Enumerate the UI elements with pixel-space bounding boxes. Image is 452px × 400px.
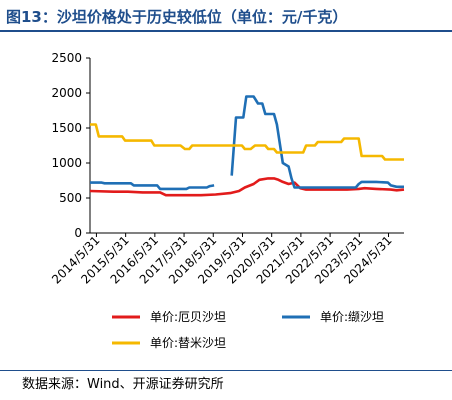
y-tick-label: 500 <box>59 191 82 205</box>
line-chart: 050010001500200025002014/5/312015/5/3120… <box>49 51 405 350</box>
source-divider <box>0 370 452 371</box>
series-lines <box>89 95 405 197</box>
y-tick-label: 1500 <box>51 121 82 135</box>
y-tick-label: 1000 <box>51 156 82 170</box>
y-tick-label: 0 <box>74 226 82 240</box>
axes: 050010001500200025002014/5/312015/5/3120… <box>49 51 404 287</box>
title-divider <box>0 30 452 32</box>
source-note: 数据来源：Wind、开源证券研究所 <box>22 377 224 392</box>
chart-title: 图13：沙坦价格处于历史较低位（单位：元/千克） <box>6 8 348 26</box>
legend-label-0: 单价:厄贝沙坦 <box>150 310 226 324</box>
series-line-1 <box>90 95 404 191</box>
y-tick-label: 2000 <box>51 86 82 100</box>
legend-label-2: 单价:替米沙坦 <box>150 336 226 350</box>
series-line-0 <box>89 177 405 197</box>
series-line-2 <box>90 123 404 161</box>
y-tick-label: 2500 <box>51 51 82 65</box>
legend-label-1: 单价:缬沙坦 <box>320 310 384 324</box>
